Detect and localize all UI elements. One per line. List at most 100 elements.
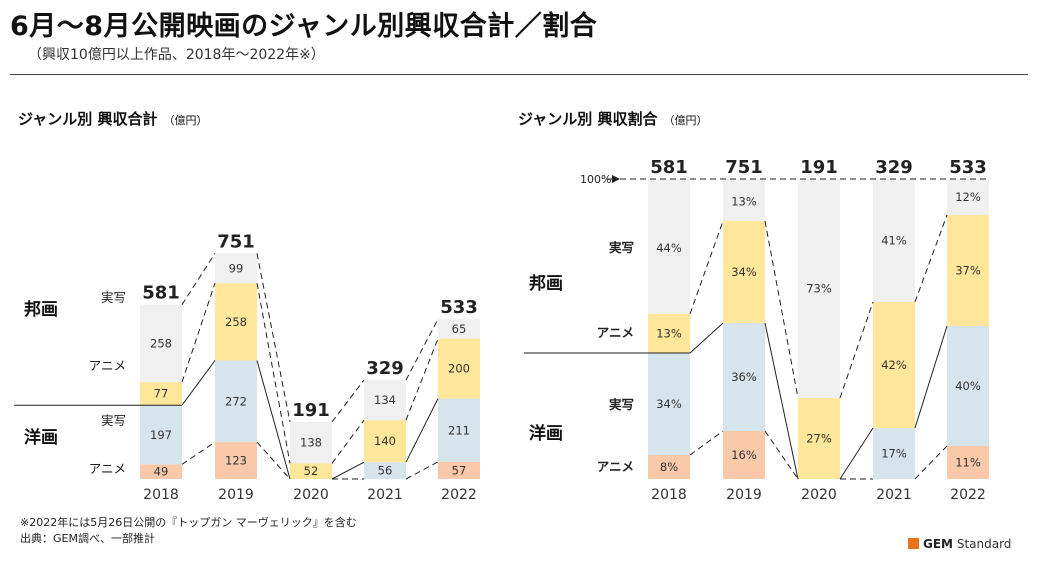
bar-segment xyxy=(873,302,915,428)
footnote: ※2022年には5月26日公開の『トップガン マーヴェリック』を含む xyxy=(20,516,357,529)
left-chart-title-text: ジャンル別 興収合計 xyxy=(18,110,158,128)
bar-segment xyxy=(364,420,406,463)
bar-segment xyxy=(438,319,480,339)
data-label: 140 xyxy=(374,434,396,448)
data-label: 34% xyxy=(731,265,757,279)
data-label: 56 xyxy=(378,464,393,478)
bar-segment xyxy=(798,179,840,398)
bar-segment xyxy=(873,179,915,302)
connector-line xyxy=(689,220,724,315)
data-label: 197 xyxy=(150,428,172,442)
x-tick-label: 2021 xyxy=(367,487,403,503)
bar-segment xyxy=(873,428,915,479)
bar-segment xyxy=(947,179,989,215)
brand-logo: GEM Standard xyxy=(908,537,1011,551)
group-label: 邦画 xyxy=(24,299,58,320)
bar-segment xyxy=(648,455,690,479)
data-label: 41% xyxy=(881,234,907,248)
data-label: 258 xyxy=(225,315,247,329)
data-label: 272 xyxy=(225,394,247,408)
x-tick-label: 2019 xyxy=(218,487,254,503)
data-label: 73% xyxy=(806,282,832,296)
right-chart-unit: （億円） xyxy=(663,114,708,127)
connector-line xyxy=(689,430,724,456)
x-tick-label: 2020 xyxy=(801,487,837,503)
brand-bold: GEM xyxy=(923,537,953,551)
bar-segment xyxy=(215,283,257,361)
data-label: 17% xyxy=(881,447,907,461)
bar-segment-fill xyxy=(648,179,690,182)
data-label: 42% xyxy=(881,358,907,372)
x-tick-label: 2020 xyxy=(293,487,329,503)
bar-segment xyxy=(215,360,257,443)
bar-segment xyxy=(723,323,765,431)
connector-line xyxy=(405,338,439,421)
data-label: 40% xyxy=(955,379,981,393)
split-connector-line xyxy=(839,427,874,480)
data-label: 258 xyxy=(150,336,172,350)
bar-segment xyxy=(438,398,480,462)
connector-line xyxy=(914,445,948,480)
page-title: 6月～8月公開映画のジャンル別興収合計／割合 xyxy=(10,11,598,42)
total-label: 581 xyxy=(650,157,688,178)
connector-line xyxy=(256,253,291,423)
bar-segment xyxy=(215,253,257,284)
data-label: 37% xyxy=(955,264,981,278)
data-label: 13% xyxy=(731,195,757,209)
data-label: 12% xyxy=(955,190,981,204)
split-connector-line xyxy=(181,360,216,406)
connector-line xyxy=(331,419,365,464)
bar-segment xyxy=(290,463,332,479)
data-label: 13% xyxy=(656,327,682,341)
data-label: 77 xyxy=(154,387,169,401)
total-label: 581 xyxy=(142,283,180,304)
bar-segment xyxy=(438,461,480,479)
connector-line xyxy=(181,282,216,383)
bar-segment xyxy=(798,398,840,479)
bar-segment xyxy=(648,182,690,314)
data-label: 16% xyxy=(731,448,757,462)
bar-segment xyxy=(723,431,765,479)
bar-segment xyxy=(947,215,989,326)
split-connector-line xyxy=(914,325,948,429)
x-tick-label: 2018 xyxy=(143,487,179,503)
x-tick-label: 2018 xyxy=(651,487,687,503)
data-label: 211 xyxy=(448,423,470,437)
right-chart-title: ジャンル別 興収割合 （億円） xyxy=(518,108,707,129)
bar-segment xyxy=(364,380,406,421)
connector-line xyxy=(181,253,216,305)
connector-line xyxy=(764,220,799,399)
segment-label: 実写 xyxy=(609,240,634,255)
data-label: 134 xyxy=(374,393,396,407)
bar-segment xyxy=(648,353,690,455)
data-label: 123 xyxy=(225,454,247,468)
x-tick-label: 2021 xyxy=(876,487,912,503)
total-label: 533 xyxy=(440,297,478,318)
bar-segment xyxy=(648,314,690,353)
split-connector-line xyxy=(256,360,291,480)
connector-line xyxy=(256,441,291,480)
split-connector-line xyxy=(405,398,439,463)
left-chart-unit: （億円） xyxy=(163,114,208,127)
x-tick-label: 2022 xyxy=(950,487,986,503)
total-label: 533 xyxy=(949,157,987,178)
source-note: 出典：GEM調べ、一部推計 xyxy=(20,532,155,545)
data-label: 57 xyxy=(452,463,467,477)
data-label: 8% xyxy=(660,460,678,474)
data-label: 52 xyxy=(304,464,319,478)
segment-label: 実写 xyxy=(609,397,634,412)
total-label: 191 xyxy=(292,400,330,421)
bar-segment xyxy=(140,304,182,383)
connector-line xyxy=(331,379,365,423)
data-label: 65 xyxy=(452,322,467,336)
page-subtitle: （興収10億円以上作品、2018年～2022年※） xyxy=(28,47,325,63)
title-divider xyxy=(10,74,1028,75)
bar-segment-fill xyxy=(723,179,765,182)
hundred-percent-label: 100% xyxy=(580,173,611,186)
total-label: 329 xyxy=(366,358,404,379)
bar-segment xyxy=(364,462,406,479)
segment-label: アニメ xyxy=(89,461,126,476)
bar-segment xyxy=(947,326,989,446)
connector-line xyxy=(914,214,948,303)
